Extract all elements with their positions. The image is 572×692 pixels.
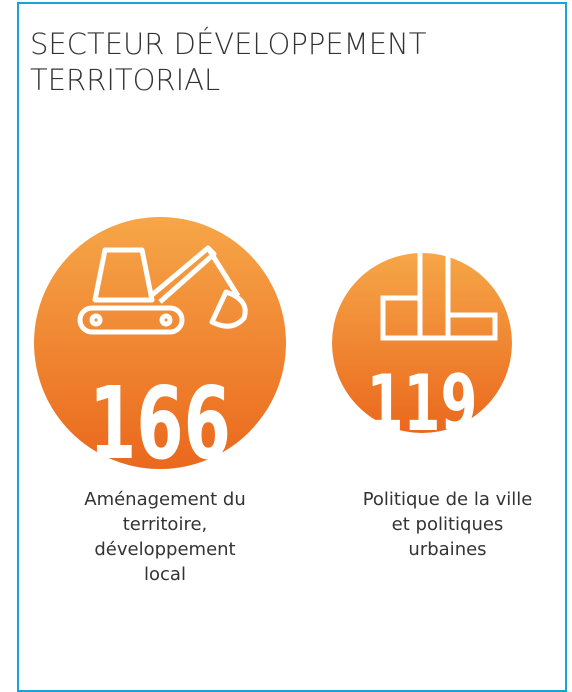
item-label: Aménagement du territoire, développement…: [84, 489, 246, 585]
number: 166: [89, 367, 231, 483]
excavator-icon: [77, 245, 248, 335]
card: SECTEUR DÉVELOPPEMENT TERRITORIAL 166 11…: [17, 2, 567, 692]
title: SECTEUR DÉVELOPPEMENT TERRITORIAL: [30, 27, 427, 97]
item-label: Politique de la ville et politiques urba…: [362, 489, 533, 560]
graphics: 166 119: [34, 217, 512, 483]
circle: [332, 253, 512, 433]
number: 119: [367, 357, 478, 448]
bar-icon: [380, 240, 498, 341]
